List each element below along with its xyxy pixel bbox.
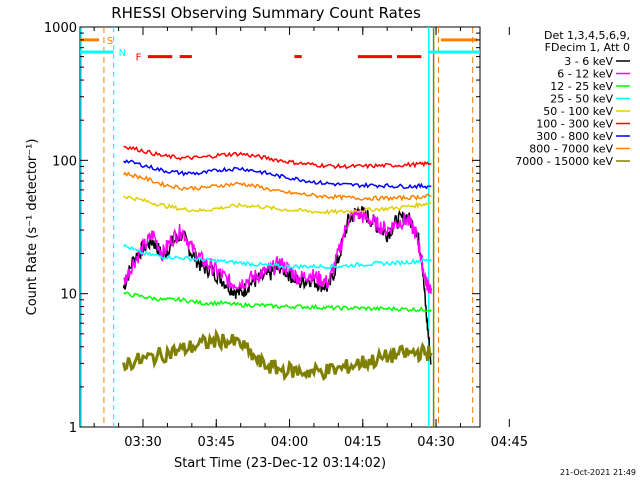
legend-label: 25 - 50 keV <box>550 93 613 106</box>
flare-label: F <box>136 53 142 64</box>
x-tick-label: 04:15 <box>344 435 381 450</box>
legend-label: 100 - 300 keV <box>536 118 613 131</box>
x-tick-label: 04:00 <box>271 435 308 450</box>
series-line-12-25-kev <box>123 291 432 313</box>
legend-header-line-2: FDecim 1, Att 0 <box>545 41 630 54</box>
x-tick-label: 03:45 <box>198 435 235 450</box>
series-line-800-7000-kev <box>122 171 432 202</box>
y-tick-label: 1000 <box>44 21 77 36</box>
series-line-6-12-kev <box>123 207 432 294</box>
x-axis: 03:30 03:45 04:00 04:15 04:30 04:45 <box>93 27 528 450</box>
legend-header-line-1: Det 1,3,4,5,6,9, <box>544 29 630 42</box>
legend-label: 7000 - 15000 keV <box>515 155 613 168</box>
night-label: N <box>119 48 126 59</box>
saa-label: S <box>107 36 113 47</box>
y-tick-label: 10 <box>60 288 77 303</box>
series-line-7000-15000-kev <box>122 328 433 382</box>
series-line-300-800-kev <box>123 159 432 190</box>
legend-label: 300 - 800 keV <box>536 130 613 143</box>
x-tick-label: 04:30 <box>417 435 454 450</box>
series-layer <box>122 145 433 382</box>
y-tick-label: 1 <box>69 421 77 436</box>
x-axis-label: Start Time (23-Dec-12 03:14:02) <box>174 456 386 471</box>
marker-layer: SN F <box>80 27 480 427</box>
legend-label: 12 - 25 keV <box>550 80 613 93</box>
legend-label: 6 - 12 keV <box>557 68 613 81</box>
series-line-50-100-kev <box>123 195 432 215</box>
plot-area <box>79 26 481 428</box>
chart-title: RHESSI Observing Summary Count Rates <box>111 4 421 22</box>
footer-date: 21-Oct-2021 21:49 <box>560 468 636 477</box>
series-line-25-50-kev <box>122 243 432 270</box>
y-axis: 1 10 100 1000 <box>44 21 480 436</box>
legend-label: 800 - 7000 keV <box>529 143 613 156</box>
y-tick-label: 100 <box>52 154 77 169</box>
legend-label: 3 - 6 keV <box>564 55 613 68</box>
y-axis-label: Count Rate (s⁻¹ detector⁻¹) <box>25 139 40 316</box>
x-tick-label: 04:45 <box>491 435 528 450</box>
legend-label: 50 - 100 keV <box>543 105 613 118</box>
x-tick-label: 03:30 <box>124 435 161 450</box>
series-line-100-300-kev <box>123 145 432 170</box>
